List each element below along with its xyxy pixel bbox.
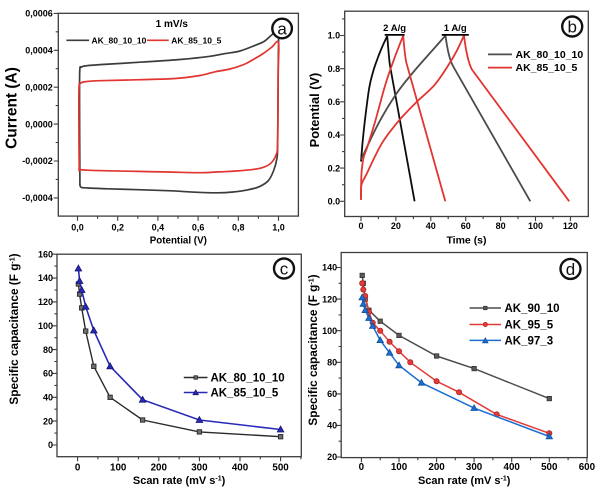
- svg-text:0.6: 0.6: [328, 97, 341, 107]
- svg-text:AK_85_10_5: AK_85_10_5: [211, 388, 279, 400]
- svg-text:Potential (V): Potential (V): [150, 236, 207, 247]
- svg-text:1.0: 1.0: [328, 31, 341, 41]
- svg-text:0.8: 0.8: [328, 64, 341, 74]
- svg-text:300: 300: [466, 462, 483, 473]
- svg-text:40: 40: [43, 393, 53, 403]
- svg-text:-0,0004: -0,0004: [22, 193, 53, 203]
- svg-text:c: c: [280, 260, 289, 279]
- svg-text:400: 400: [504, 462, 521, 473]
- svg-text:AK_95_5: AK_95_5: [505, 320, 554, 332]
- svg-text:0: 0: [75, 463, 81, 474]
- svg-text:60: 60: [461, 221, 471, 231]
- svg-text:Scan rate (mV s-1): Scan rate (mV s-1): [418, 475, 511, 487]
- svg-text:60: 60: [43, 369, 53, 379]
- svg-text:600: 600: [579, 462, 596, 473]
- svg-text:d: d: [566, 260, 575, 279]
- svg-text:2 A/g: 2 A/g: [383, 23, 406, 34]
- svg-text:100: 100: [528, 221, 543, 231]
- svg-text:1 mV/s: 1 mV/s: [156, 19, 189, 30]
- svg-text:0,8: 0,8: [232, 223, 245, 233]
- svg-text:120: 120: [322, 294, 337, 304]
- svg-text:200: 200: [428, 462, 445, 473]
- svg-text:40: 40: [327, 421, 337, 431]
- svg-text:80: 80: [43, 345, 53, 355]
- svg-text:AK_97_3: AK_97_3: [505, 336, 554, 348]
- svg-text:AK_85_10_5: AK_85_10_5: [171, 36, 221, 46]
- svg-text:Time (s): Time (s): [446, 235, 486, 247]
- svg-text:200: 200: [151, 463, 168, 474]
- svg-text:0,6: 0,6: [192, 223, 205, 233]
- svg-text:1,0: 1,0: [272, 223, 285, 233]
- svg-text:AK_80_10_10: AK_80_10_10: [92, 36, 147, 46]
- svg-text:0,0000: 0,0000: [25, 119, 53, 129]
- svg-text:b: b: [567, 18, 576, 37]
- svg-text:0,0002: 0,0002: [25, 82, 53, 92]
- svg-text:Specific capacitance (F g-1): Specific capacitance (F g-1): [306, 274, 320, 425]
- svg-text:140: 140: [38, 273, 53, 283]
- svg-text:120: 120: [563, 221, 578, 231]
- svg-text:0: 0: [48, 440, 53, 450]
- svg-text:20: 20: [327, 452, 337, 462]
- svg-text:400: 400: [232, 463, 249, 474]
- svg-text:Current (A): Current (A): [4, 67, 21, 149]
- svg-text:0: 0: [358, 221, 363, 231]
- svg-text:100: 100: [322, 326, 337, 336]
- svg-text:120: 120: [38, 297, 53, 307]
- svg-text:60: 60: [327, 389, 337, 399]
- svg-text:Specific capacitance (F g-1): Specific capacitance (F g-1): [7, 253, 21, 404]
- svg-text:a: a: [277, 20, 287, 39]
- svg-text:160: 160: [38, 249, 53, 259]
- svg-text:0.0: 0.0: [328, 197, 341, 207]
- svg-text:0,4: 0,4: [152, 223, 165, 233]
- svg-text:AK_80_10_10: AK_80_10_10: [211, 373, 285, 385]
- svg-text:1 A/g: 1 A/g: [444, 23, 467, 34]
- svg-text:AK_80_10_10: AK_80_10_10: [516, 49, 584, 61]
- svg-text:0.2: 0.2: [328, 163, 341, 173]
- svg-text:300: 300: [191, 463, 208, 474]
- svg-text:20: 20: [43, 416, 53, 426]
- svg-text:100: 100: [38, 321, 53, 331]
- svg-text:AK_90_10: AK_90_10: [505, 303, 560, 315]
- svg-text:500: 500: [272, 463, 289, 474]
- svg-text:0: 0: [359, 462, 365, 473]
- svg-text:100: 100: [110, 463, 127, 474]
- svg-text:0,0004: 0,0004: [25, 46, 53, 56]
- svg-text:0.4: 0.4: [328, 130, 341, 140]
- svg-text:0,0006: 0,0006: [25, 9, 53, 19]
- svg-text:500: 500: [541, 462, 558, 473]
- svg-text:140: 140: [322, 263, 337, 273]
- svg-text:80: 80: [496, 221, 506, 231]
- svg-text:80: 80: [327, 358, 337, 368]
- svg-text:40: 40: [426, 221, 436, 231]
- svg-text:Scan rate (mV s-1): Scan rate (mV s-1): [133, 475, 226, 487]
- svg-text:100: 100: [391, 462, 408, 473]
- svg-text:0,0: 0,0: [71, 223, 84, 233]
- svg-text:0,2: 0,2: [111, 223, 124, 233]
- svg-text:20: 20: [391, 221, 401, 231]
- svg-text:-0,0002: -0,0002: [22, 156, 53, 166]
- svg-text:Potential (V): Potential (V): [307, 73, 322, 148]
- svg-text:AK_85_10_5: AK_85_10_5: [516, 62, 578, 74]
